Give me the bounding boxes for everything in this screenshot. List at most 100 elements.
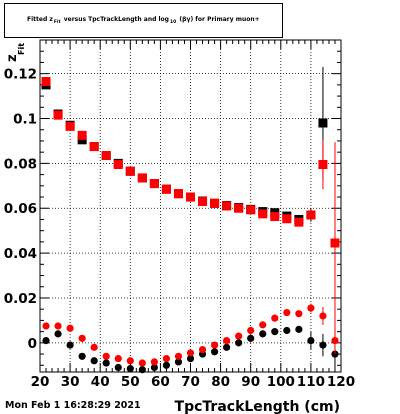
x-tick-label: 30: [61, 374, 80, 390]
data-point-circle: [138, 366, 146, 374]
data-point-circle: [162, 361, 171, 369]
data-point-circle: [271, 328, 279, 336]
x-axis-label: TpcTrackLength (cm): [175, 399, 340, 414]
data-point-circle: [283, 308, 291, 317]
data-point-circle: [162, 354, 171, 363]
data-point-circle: [42, 336, 50, 345]
data-point-circle: [247, 334, 255, 342]
data-point-circle: [186, 349, 195, 357]
y-tick-label: 0: [28, 336, 37, 352]
data-point-circle: [150, 358, 158, 366]
data-point-circle: [138, 359, 146, 367]
data-point-circle: [307, 304, 315, 312]
x-tick-label: 20: [31, 374, 50, 390]
data-point-circle: [319, 312, 327, 320]
data-point-circle: [78, 352, 86, 360]
data-point-square: [318, 160, 328, 169]
title-z-subscript: Fit: [53, 20, 61, 25]
data-point-circle: [210, 348, 219, 356]
x-tick-label: 70: [181, 374, 200, 390]
y-tick-label: 0.06: [4, 201, 37, 217]
data-point-square: [198, 197, 208, 207]
y-axis-label: z: [5, 54, 20, 62]
x-tick-label: 110: [297, 374, 325, 390]
data-point-square: [186, 192, 195, 202]
data-point-circle: [223, 343, 231, 351]
data-point-circle: [54, 322, 62, 330]
data-point-circle: [90, 357, 98, 365]
data-point-circle: [54, 330, 62, 338]
x-tick-label: 50: [121, 374, 140, 390]
title-part-1: Fitted z: [27, 16, 53, 23]
y-tick-label: 0.12: [4, 67, 37, 83]
data-point-circle: [114, 363, 122, 372]
data-point-square: [65, 121, 75, 131]
chart-title: Fitted zFit versus TpcTrackLength and lo…: [27, 16, 260, 25]
data-point-square: [258, 209, 268, 219]
y-tick-label: 0.04: [4, 246, 37, 262]
data-point-square: [222, 201, 232, 211]
data-point-circle: [210, 341, 219, 349]
data-point-circle: [259, 321, 267, 329]
data-point-circle: [307, 336, 315, 345]
x-tick-label: 100: [267, 374, 295, 390]
data-point-circle: [235, 339, 243, 347]
data-point-circle: [66, 341, 74, 349]
data-point-square: [77, 130, 87, 140]
data-point-circle: [198, 345, 207, 354]
data-point-circle: [42, 322, 50, 330]
y-tick-label: 0.02: [4, 291, 37, 307]
x-tick-label: 60: [151, 374, 170, 390]
data-point-circle: [259, 330, 267, 338]
data-point-square: [137, 173, 147, 183]
data-point-square: [330, 238, 340, 248]
data-point-square: [282, 214, 292, 224]
data-point-circle: [223, 336, 231, 345]
data-point-square: [210, 198, 220, 208]
data-point-circle: [126, 357, 134, 365]
data-point-square: [173, 189, 183, 199]
data-point-circle: [283, 326, 291, 335]
data-point-square: [53, 110, 63, 120]
data-point-square: [125, 166, 135, 176]
data-point-circle: [271, 314, 279, 322]
title-part-3: (: [179, 16, 183, 23]
data-point-circle: [150, 363, 158, 372]
data-point-square: [101, 151, 111, 161]
data-point-circle: [66, 324, 74, 332]
data-point-circle: [174, 358, 183, 366]
data-point-circle: [114, 354, 122, 363]
data-point-circle: [174, 352, 183, 360]
x-tick-label: 40: [91, 374, 110, 390]
title-log-subscript: 10: [169, 20, 177, 25]
data-point-circle: [102, 359, 110, 367]
data-point-square: [318, 118, 328, 128]
data-point-square: [113, 160, 123, 169]
y-tick-label: 0.1: [13, 112, 37, 128]
data-point-circle: [295, 325, 303, 333]
data-point-circle: [319, 341, 327, 349]
data-point-square: [294, 217, 304, 227]
data-point-circle: [78, 334, 86, 342]
data-point-square: [41, 77, 51, 86]
data-point-circle: [331, 336, 339, 345]
x-tick-label: 80: [211, 374, 230, 390]
title-beta-gamma-symbol: βγ: [182, 16, 191, 23]
data-point-square: [246, 205, 256, 215]
data-point-circle: [295, 310, 303, 318]
chart-title-box: Fitted zFit versus TpcTrackLength and lo…: [4, 3, 283, 38]
title-part-2: versus TpcTrackLength and log: [63, 16, 169, 23]
data-point-square: [89, 142, 99, 152]
data-point-circle: [186, 354, 195, 363]
data-point-square: [161, 184, 171, 194]
data-point-square: [306, 210, 316, 220]
timestamp: Mon Feb 1 16:28:29 2021: [5, 400, 141, 411]
data-point-square: [234, 203, 244, 213]
data-point-square: [149, 179, 159, 189]
data-point-circle: [247, 326, 255, 335]
x-tick-label: 90: [241, 374, 260, 390]
y-tick-label: 0.08: [4, 156, 37, 172]
data-point-circle: [126, 365, 134, 373]
data-point-circle: [235, 332, 243, 340]
